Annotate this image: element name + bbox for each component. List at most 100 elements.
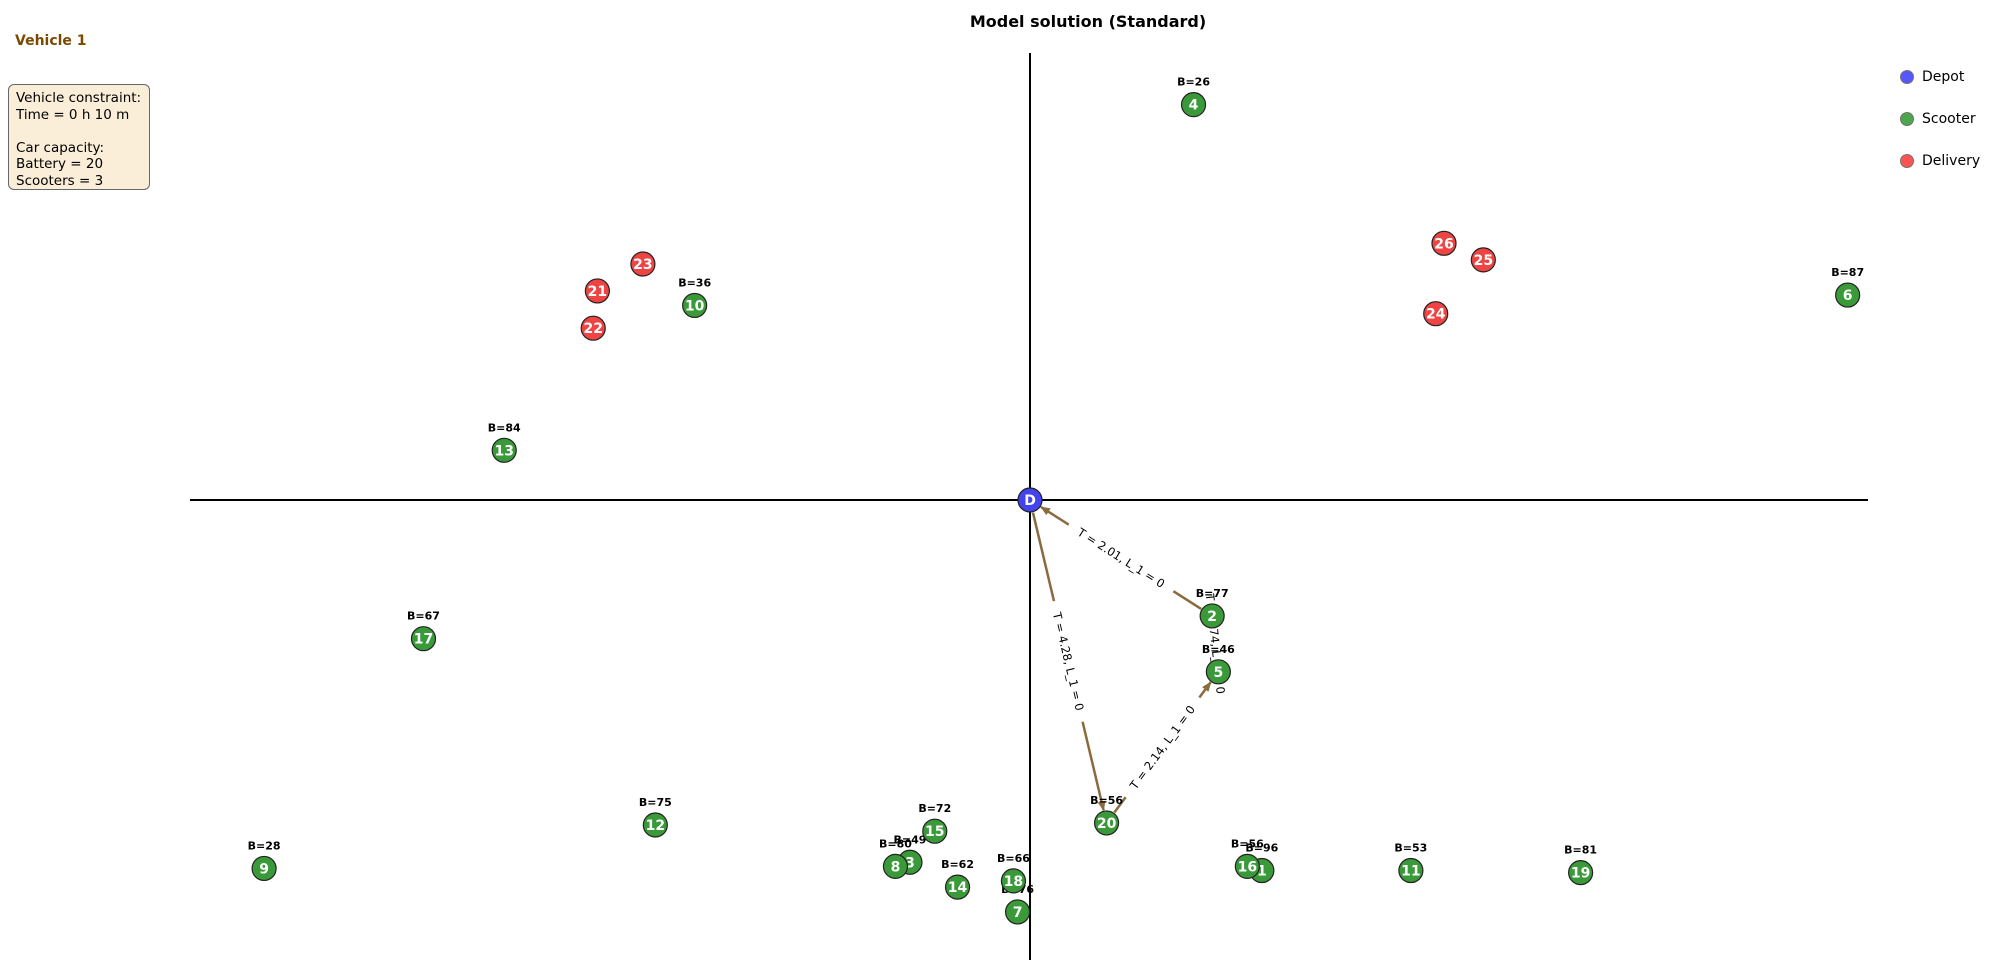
delivery-node-22: 22	[580, 315, 606, 341]
scooter-marker	[1205, 659, 1231, 685]
vehicle-constraint-box: Vehicle constraint: Time = 0 h 10 m Car …	[8, 84, 150, 190]
scooter-node-6: 6 B=87	[1831, 266, 1864, 308]
scooter-marker	[251, 855, 277, 882]
legend-swatch-delivery	[1900, 154, 1914, 168]
scooter-id-label: 6	[1843, 288, 1853, 304]
capacity-heading: Car capacity:	[16, 139, 105, 156]
scooter-id-label: 17	[414, 632, 433, 648]
battery-label: B=96	[1245, 842, 1278, 855]
scooter-node-15: 15 B=72	[918, 802, 951, 844]
delivery-id-label: 24	[1426, 307, 1446, 323]
scooter-id-label: 5	[1213, 665, 1223, 681]
delivery-marker	[1431, 230, 1457, 256]
scooter-id-label: 9	[259, 861, 269, 877]
delivery-node-25: 25	[1470, 247, 1496, 273]
scooter-node-14: 14 B=62	[941, 858, 974, 900]
scooter-id-label: 1	[1257, 864, 1267, 880]
battery-label: B=72	[918, 802, 951, 815]
scooter-node-5: 5 B=46	[1202, 643, 1235, 685]
battery-label: B=75	[639, 796, 672, 809]
delivery-id-label: 21	[588, 284, 607, 300]
scooter-node-17: 17 B=67	[407, 610, 440, 652]
scooter-node-16: 16 B=56	[1231, 837, 1264, 879]
legend-label-delivery: Delivery	[1922, 153, 1981, 169]
scooter-id-label: 18	[1004, 874, 1023, 890]
scooter-node-13: 13 B=84	[488, 421, 521, 463]
scooter-id-label: 20	[1097, 816, 1117, 832]
battery-label: B=66	[997, 852, 1030, 865]
scooter-node-11: 11 B=53	[1394, 842, 1427, 884]
delivery-node-26: 26	[1431, 230, 1457, 256]
route-label: T = 2.14, L_1 = 0	[1126, 703, 1198, 793]
depot-node-D: D	[1017, 487, 1043, 513]
scooter-marker	[944, 874, 971, 900]
battery-label: B=28	[248, 839, 281, 852]
scooter-marker	[410, 626, 437, 652]
scooter-marker	[1835, 282, 1861, 308]
scooter-node-19: 19 B=81	[1564, 844, 1597, 886]
battery-label: B=56	[1231, 837, 1264, 850]
scooter-marker	[1568, 859, 1594, 886]
battery-capacity: Battery = 20	[16, 156, 104, 172]
battery-label: B=80	[879, 837, 912, 850]
scooter-id-label: 19	[1571, 866, 1590, 882]
scooter-id-label: 3	[905, 855, 915, 871]
scooter-id-label: 8	[891, 859, 901, 875]
battery-label: B=36	[678, 276, 711, 289]
scooter-marker	[1000, 868, 1027, 894]
depot-marker	[1017, 487, 1043, 513]
delivery-marker	[1423, 301, 1449, 327]
legend-swatch-depot	[1900, 70, 1914, 84]
scooter-node-8: 8 B=80	[879, 837, 912, 879]
battery-label: B=84	[488, 421, 521, 434]
scooter-node-10: 10 B=36	[678, 276, 711, 319]
scooter-id-label: 11	[1401, 864, 1420, 880]
scooter-node-2: 2 B=77	[1196, 587, 1229, 629]
scooter-marker	[922, 818, 948, 844]
battery-label: B=62	[941, 858, 974, 871]
scooter-id-label: 14	[948, 880, 968, 896]
battery-label: B=49	[893, 833, 926, 846]
delivery-marker	[1470, 247, 1496, 273]
delivery-id-label: 22	[583, 321, 602, 337]
route-label: T = 4.28, L_1 = 0	[1050, 610, 1087, 712]
scooter-id-label: 10	[685, 298, 705, 314]
vehicle-title: Vehicle 1	[15, 33, 87, 49]
delivery-id-label: 25	[1474, 253, 1493, 269]
scooter-node-12: 12 B=75	[639, 796, 672, 838]
scooter-id-label: 7	[1013, 905, 1023, 921]
scooter-capacity: Scooters = 3	[16, 172, 104, 189]
legend-label-depot: Depot	[1922, 69, 1965, 85]
scooter-id-label: 15	[925, 824, 944, 840]
route-label: T = 2.01, L_1 = 0	[1074, 525, 1167, 591]
scooter-node-4: 4 B=26	[1177, 76, 1210, 118]
scooter-id-label: 2	[1207, 609, 1217, 625]
battery-label: B=56	[1090, 794, 1123, 807]
scooter-marker	[1004, 899, 1031, 925]
battery-label: B=46	[1202, 643, 1235, 656]
legend-label-scooter: Scooter	[1922, 111, 1976, 127]
delivery-marker	[630, 251, 656, 277]
scooter-node-20: 20 B=56	[1090, 794, 1123, 836]
delivery-marker	[580, 315, 606, 341]
scooter-id-label: 12	[646, 818, 665, 834]
scooter-marker	[1199, 603, 1225, 629]
battery-label: B=81	[1564, 844, 1597, 857]
delivery-node-21: 21	[584, 278, 610, 304]
route-label-background	[1047, 599, 1090, 724]
route-label-background	[1119, 693, 1205, 802]
delivery-id-label: 26	[1434, 236, 1453, 252]
battery-label: B=87	[1831, 266, 1864, 279]
battery-label: B=53	[1394, 842, 1427, 855]
constraint-heading: Vehicle constraint:	[16, 90, 142, 106]
legend-swatch-scooter	[1900, 112, 1914, 126]
depot-id-label: D	[1024, 493, 1036, 509]
time-constraint: Time = 0 h 10 m	[16, 106, 130, 123]
delivery-node-23: 23	[630, 251, 656, 277]
scooter-node-9: 9 B=28	[248, 839, 281, 882]
delivery-marker	[584, 278, 610, 304]
scooter-marker	[642, 812, 668, 838]
scooter-marker	[1093, 810, 1120, 836]
scooter-node-18: 18 B=66	[997, 852, 1030, 894]
